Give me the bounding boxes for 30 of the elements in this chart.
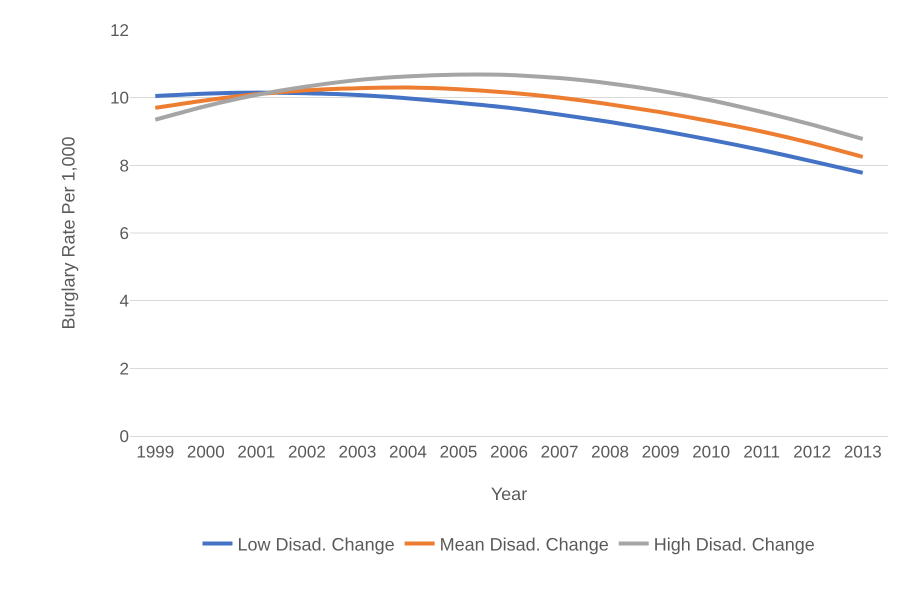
- y-tick-label: 10: [110, 88, 129, 108]
- y-axis-title: Burglary Rate Per 1,000: [58, 136, 78, 330]
- x-tick-label: 2005: [440, 442, 478, 462]
- y-tick-label: 8: [120, 156, 129, 176]
- line-series: [153, 90, 865, 175]
- x-tick-label: 2008: [591, 442, 629, 462]
- x-tick-label: 2011: [743, 442, 780, 462]
- x-tick-label: 1999: [136, 442, 174, 462]
- x-tick-label: 2013: [844, 442, 882, 462]
- legend-label: High Disad. Change: [654, 534, 815, 555]
- y-tick-label: 4: [120, 292, 129, 311]
- line-series: [153, 72, 865, 141]
- y-tick-label: 12: [110, 20, 129, 40]
- y-tick-label: 6: [120, 224, 129, 243]
- legend-label: Mean Disad. Change: [440, 534, 609, 555]
- line-series: [153, 86, 865, 159]
- x-tick-label: 2003: [338, 442, 376, 462]
- x-tick-label: 2009: [642, 442, 680, 462]
- x-tick-label: 2001: [237, 442, 276, 462]
- y-tick-label: 2: [120, 359, 129, 378]
- y-tick-label: 0: [120, 426, 129, 446]
- x-tick-label: 2004: [389, 442, 427, 462]
- x-tick-label: 2006: [490, 442, 528, 462]
- x-tick-label: 2007: [540, 442, 578, 462]
- x-axis-title: Year: [490, 484, 528, 504]
- x-tick-label: 2000: [186, 442, 225, 462]
- x-tick-label: 2010: [692, 442, 730, 462]
- x-tick-label: 2002: [288, 442, 326, 462]
- legend-label: Low Disad. Change: [238, 534, 395, 555]
- x-tick-label: 2012: [793, 442, 832, 462]
